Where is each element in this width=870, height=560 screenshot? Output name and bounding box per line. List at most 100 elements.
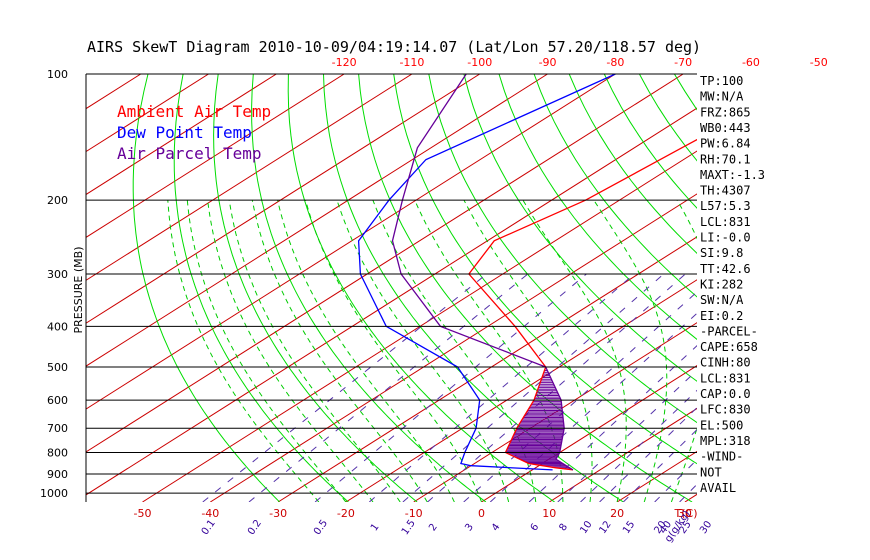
- dry-adiabat-line: [568, 74, 697, 254]
- pressure-tick-label: 1000: [40, 487, 68, 500]
- bottom-temp-tick-label: 0: [478, 507, 485, 520]
- legend-entry: Air Parcel Temp: [117, 144, 262, 163]
- bottom-temp-tick-label: 10: [542, 507, 556, 520]
- moist-adiabat-line: [753, 200, 870, 502]
- pressure-tick-label: 200: [47, 194, 68, 207]
- legend-entry: Dew Point Temp: [117, 123, 252, 142]
- mixing-ratio-line: [314, 273, 587, 502]
- isotherm-line: [0, 74, 73, 502]
- y-axis-label: PRESSURE (MB): [72, 247, 85, 334]
- mixing-ratio-label: 8: [557, 522, 570, 534]
- bottom-temp-tick-label: -10: [405, 507, 423, 520]
- sidebar-stat: LFC:830: [700, 403, 751, 417]
- sidebar-stat: SW:N/A: [700, 293, 744, 307]
- pressure-tick-label: 100: [47, 68, 68, 81]
- pressure-tick-label: 900: [47, 468, 68, 481]
- isotherm-line: [86, 74, 277, 196]
- sidebar-stat: FRZ:865: [700, 105, 751, 119]
- isotherm-line: [210, 193, 697, 502]
- pressure-tick-label: 400: [47, 320, 68, 333]
- dew-point-temp-line: [357, 74, 616, 471]
- sidebar-stat: AVAIL: [700, 481, 736, 495]
- moist-adiabat-line: [463, 199, 593, 502]
- sidebar-stat: -PARCEL-: [700, 324, 758, 338]
- dry-adiabat-line: [780, 74, 870, 502]
- dry-adiabat-line: [287, 74, 555, 502]
- grid-layer: [0, 74, 870, 502]
- isotherm-line: [86, 74, 481, 324]
- top-temp-tick-label: -110: [399, 56, 424, 69]
- sidebar-stat: NOT: [700, 465, 722, 479]
- dry-adiabat-line: [213, 74, 418, 502]
- mixing-ratio-line: [402, 273, 665, 502]
- top-temp-tick-label: -120: [332, 56, 357, 69]
- moist-adiabat-line: [228, 200, 401, 502]
- bottom-temp-tick-label: -20: [337, 507, 355, 520]
- isotherm-line: [86, 74, 548, 367]
- sidebar-stat: MAXT:-1.3: [700, 168, 765, 182]
- isotherm-line: [345, 279, 697, 502]
- isotherm-line: [753, 74, 870, 502]
- sidebar-stat: EL:500: [700, 418, 743, 432]
- dry-adiabat-line: [173, 74, 349, 502]
- isotherm-line: [821, 74, 870, 502]
- mixing-ratio-line: [557, 369, 697, 502]
- bottom-temp-tick-label: -50: [134, 507, 152, 520]
- sidebar-stat: PW:6.84: [700, 137, 751, 151]
- moist-adiabat-line: [186, 200, 347, 502]
- isotherm-line: [481, 365, 697, 502]
- top-temp-tick-label: -70: [674, 56, 692, 69]
- isotherm-line: [86, 74, 413, 281]
- moist-adiabat-line: [414, 199, 564, 502]
- moist-adiabat-line: [167, 200, 320, 502]
- dry-adiabat-line: [393, 74, 697, 465]
- axis-layer: [85, 73, 697, 502]
- mixing-ratio-line: [599, 406, 697, 502]
- sidebar-stat: LI:-0.0: [700, 231, 751, 245]
- air-parcel-temp-line: [391, 74, 574, 471]
- dry-adiabat-line: [132, 74, 280, 502]
- dry-adiabat-line: [638, 74, 697, 162]
- moist-adiabat-line: [336, 200, 510, 502]
- mixing-ratio-line: [368, 273, 635, 502]
- pressure-tick-label: 800: [47, 447, 68, 460]
- dry-adiabat-line: [533, 74, 697, 298]
- pressure-tick-label: 300: [47, 268, 68, 281]
- mixing-ratio-line: [733, 274, 870, 502]
- moist-adiabat-line: [277, 200, 455, 502]
- mixing-ratio-label: 15: [621, 519, 637, 536]
- cape-hatch-layer: [505, 368, 572, 470]
- sidebar-stat: CINH:80: [700, 356, 751, 370]
- isotherm-line: [277, 236, 697, 502]
- sidebar-stat: RH:70.1: [700, 152, 751, 166]
- moist-adiabat-line: [372, 200, 537, 502]
- sidebar-stat: TH:4307: [700, 184, 751, 198]
- mixing-ratio-label: 4: [490, 522, 503, 534]
- sidebar-stat: CAPE:658: [700, 340, 758, 354]
- temp-unit-label: T(C): [674, 507, 698, 520]
- mixing-ratio-label: 0.1: [200, 518, 218, 537]
- isotherm-line: [86, 74, 209, 153]
- isotherm-line: [86, 74, 684, 453]
- isotherm-line: [86, 107, 697, 496]
- top-temp-tick-label: -50: [810, 56, 828, 69]
- sidebar-stat: SI:9.8: [700, 246, 743, 260]
- top-temp-tick-label: -90: [539, 56, 557, 69]
- mixing-ratio-label: 1: [369, 522, 382, 534]
- mixing-ratio-line: [580, 389, 697, 502]
- sidebar-stat: EI:0.2: [700, 309, 743, 323]
- top-temp-tick-label: -60: [742, 56, 760, 69]
- dry-adiabat-line: [428, 74, 697, 424]
- dry-adiabat-line: [323, 74, 624, 502]
- mixing-ratio-line: [622, 428, 697, 502]
- pressure-tick-label: 700: [47, 422, 68, 435]
- mixing-ratio-line: [654, 458, 697, 502]
- mixing-ratio-label: 10: [578, 519, 594, 536]
- sidebar-stat: CAP:0.0: [700, 387, 751, 401]
- isotherm-line: [86, 74, 616, 410]
- top-temp-tick-label: -80: [606, 56, 624, 69]
- moist-adiabat-line: [207, 200, 374, 502]
